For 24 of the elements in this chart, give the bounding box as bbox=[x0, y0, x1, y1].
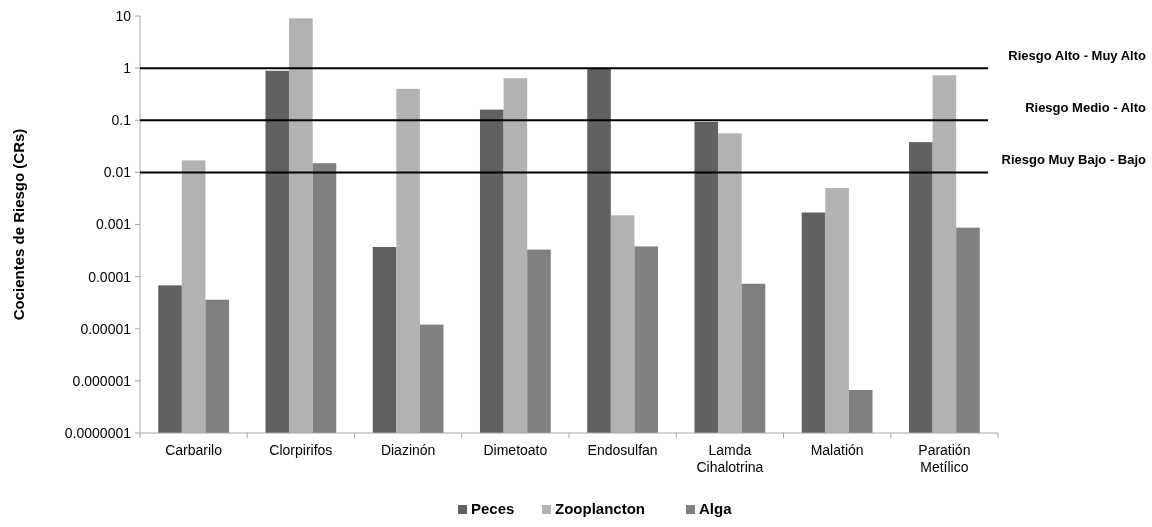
y-tick-label: 0.0000001 bbox=[64, 424, 132, 441]
x-tick-label: Lamda Cihalotrina bbox=[696, 442, 764, 475]
ref-line-label: Riesgo Medio - Alto bbox=[1025, 100, 1147, 116]
y-tick-label: 0.01 bbox=[103, 164, 132, 181]
legend-label: Peces bbox=[471, 500, 515, 517]
y-tick-label: 0.00001 bbox=[80, 320, 132, 337]
y-tick-label: 0.0001 bbox=[88, 268, 132, 285]
ref-line-label: Riesgo Alto - Muy Alto bbox=[1008, 48, 1147, 64]
x-tick-label: Dimetoato bbox=[483, 442, 548, 458]
x-tick-label: Clorpirifos bbox=[269, 442, 333, 458]
x-tick-label: Paratión Metílico bbox=[918, 442, 971, 475]
x-tick-label: Endosulfan bbox=[587, 442, 658, 458]
ref-line-label: Riesgo Muy Bajo - Bajo bbox=[1001, 152, 1147, 168]
y-tick-label: 0.001 bbox=[95, 216, 132, 233]
y-tick-label: 0.1 bbox=[111, 112, 132, 129]
legend-label: Alga bbox=[699, 500, 733, 517]
y-tick-label: 10 bbox=[115, 7, 132, 24]
x-tick-label: Malatión bbox=[810, 442, 864, 458]
y-tick-label: 0.000001 bbox=[72, 372, 132, 389]
legend-label: Zooplancton bbox=[555, 500, 645, 517]
x-tick-label: Diazinón bbox=[380, 442, 436, 458]
y-axis-title: Cocientes de Riesgo (CRs) bbox=[10, 128, 27, 321]
y-tick-label: 1 bbox=[123, 60, 132, 77]
x-tick-label: Carbarilo bbox=[165, 442, 223, 458]
